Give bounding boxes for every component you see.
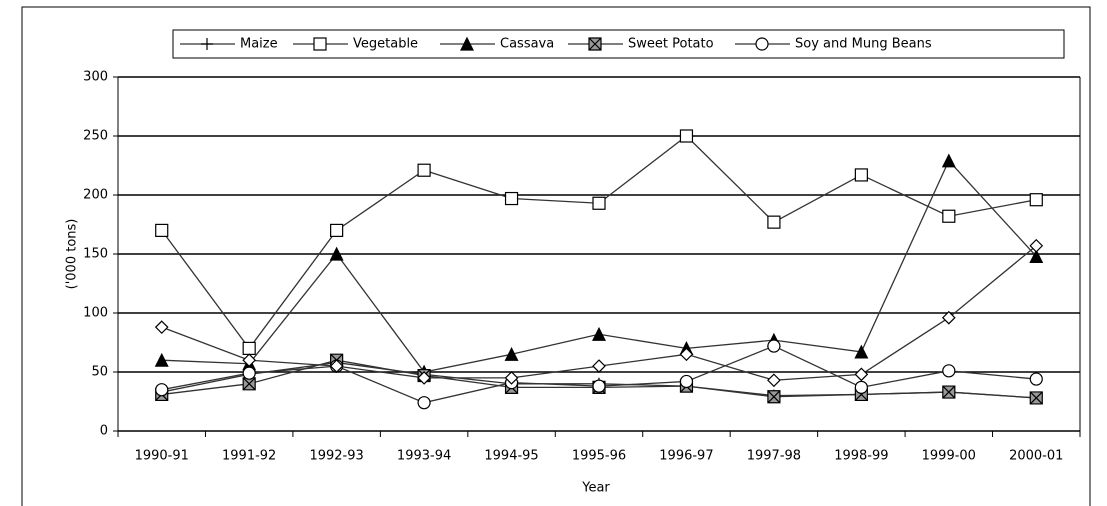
marker — [767, 339, 781, 353]
legend-label: Maize — [240, 37, 278, 52]
x-axis-label: Year — [581, 481, 610, 496]
y-axis-label: ('000 tons) — [65, 219, 80, 290]
marker — [941, 153, 956, 168]
x-tick-label: 1995-96 — [572, 449, 626, 464]
marker — [942, 209, 956, 223]
marker — [679, 129, 694, 143]
marker — [242, 341, 256, 355]
marker — [592, 326, 606, 341]
marker — [155, 383, 169, 397]
series-line — [161, 135, 1037, 350]
marker — [854, 344, 869, 359]
marker — [417, 371, 431, 385]
legend-label: Sweet Potato — [628, 37, 714, 52]
y-tick-label: 250 — [83, 129, 108, 144]
legend-label: Cassava — [500, 37, 554, 52]
marker — [329, 246, 344, 261]
marker — [504, 191, 519, 206]
x-tick-label: 1993-94 — [397, 449, 451, 464]
marker — [154, 320, 169, 335]
marker — [417, 163, 431, 177]
legend-marker — [588, 37, 602, 51]
marker — [1029, 249, 1044, 263]
x-tick-label: 1998-99 — [834, 449, 888, 464]
x-tick-label: 1990-91 — [135, 449, 189, 464]
marker — [242, 377, 256, 391]
marker — [155, 223, 169, 237]
y-tick-label: 0 — [100, 424, 108, 439]
marker — [592, 379, 606, 393]
marker — [329, 359, 344, 373]
y-tick-label: 100 — [83, 306, 108, 321]
marker — [942, 385, 956, 399]
legend-label: Soy and Mung Beans — [795, 37, 932, 52]
marker — [1029, 372, 1043, 386]
x-tick-label: 1994-95 — [484, 449, 538, 464]
legend-marker — [460, 36, 474, 51]
marker — [942, 364, 956, 378]
marker — [592, 359, 606, 373]
marker — [1029, 391, 1043, 405]
marker — [679, 374, 694, 389]
marker — [504, 371, 519, 385]
legend-marker — [313, 37, 327, 51]
marker — [1029, 193, 1043, 207]
x-tick-label: 1996-97 — [659, 449, 713, 464]
series-line — [161, 345, 1037, 404]
marker — [854, 380, 868, 394]
marker — [767, 373, 781, 388]
y-tick-label: 300 — [83, 70, 108, 85]
x-tick-label: 1991-92 — [222, 449, 276, 464]
marker — [941, 310, 956, 325]
marker — [242, 366, 256, 380]
y-tick-label: 50 — [91, 365, 108, 380]
marker — [767, 390, 781, 404]
marker — [854, 367, 869, 382]
marker — [154, 352, 169, 367]
marker — [592, 196, 606, 210]
x-tick-label: 1997-98 — [747, 449, 801, 464]
marker — [679, 347, 694, 362]
marker — [242, 353, 257, 368]
x-tick-label: 1999-00 — [922, 449, 976, 464]
legend-marker — [201, 38, 213, 50]
x-tick-label: 2000-01 — [1009, 449, 1063, 464]
marker — [504, 346, 519, 361]
y-tick-label: 200 — [83, 188, 108, 203]
y-tick-label: 150 — [83, 247, 108, 262]
marker — [767, 215, 781, 229]
marker — [854, 168, 868, 182]
legend-marker — [755, 37, 769, 51]
legend-label: Vegetable — [353, 37, 418, 52]
chart-border — [21, 6, 1091, 506]
marker — [1029, 238, 1044, 253]
x-tick-label: 1992-93 — [309, 449, 363, 464]
marker — [330, 223, 344, 237]
marker — [417, 396, 431, 410]
